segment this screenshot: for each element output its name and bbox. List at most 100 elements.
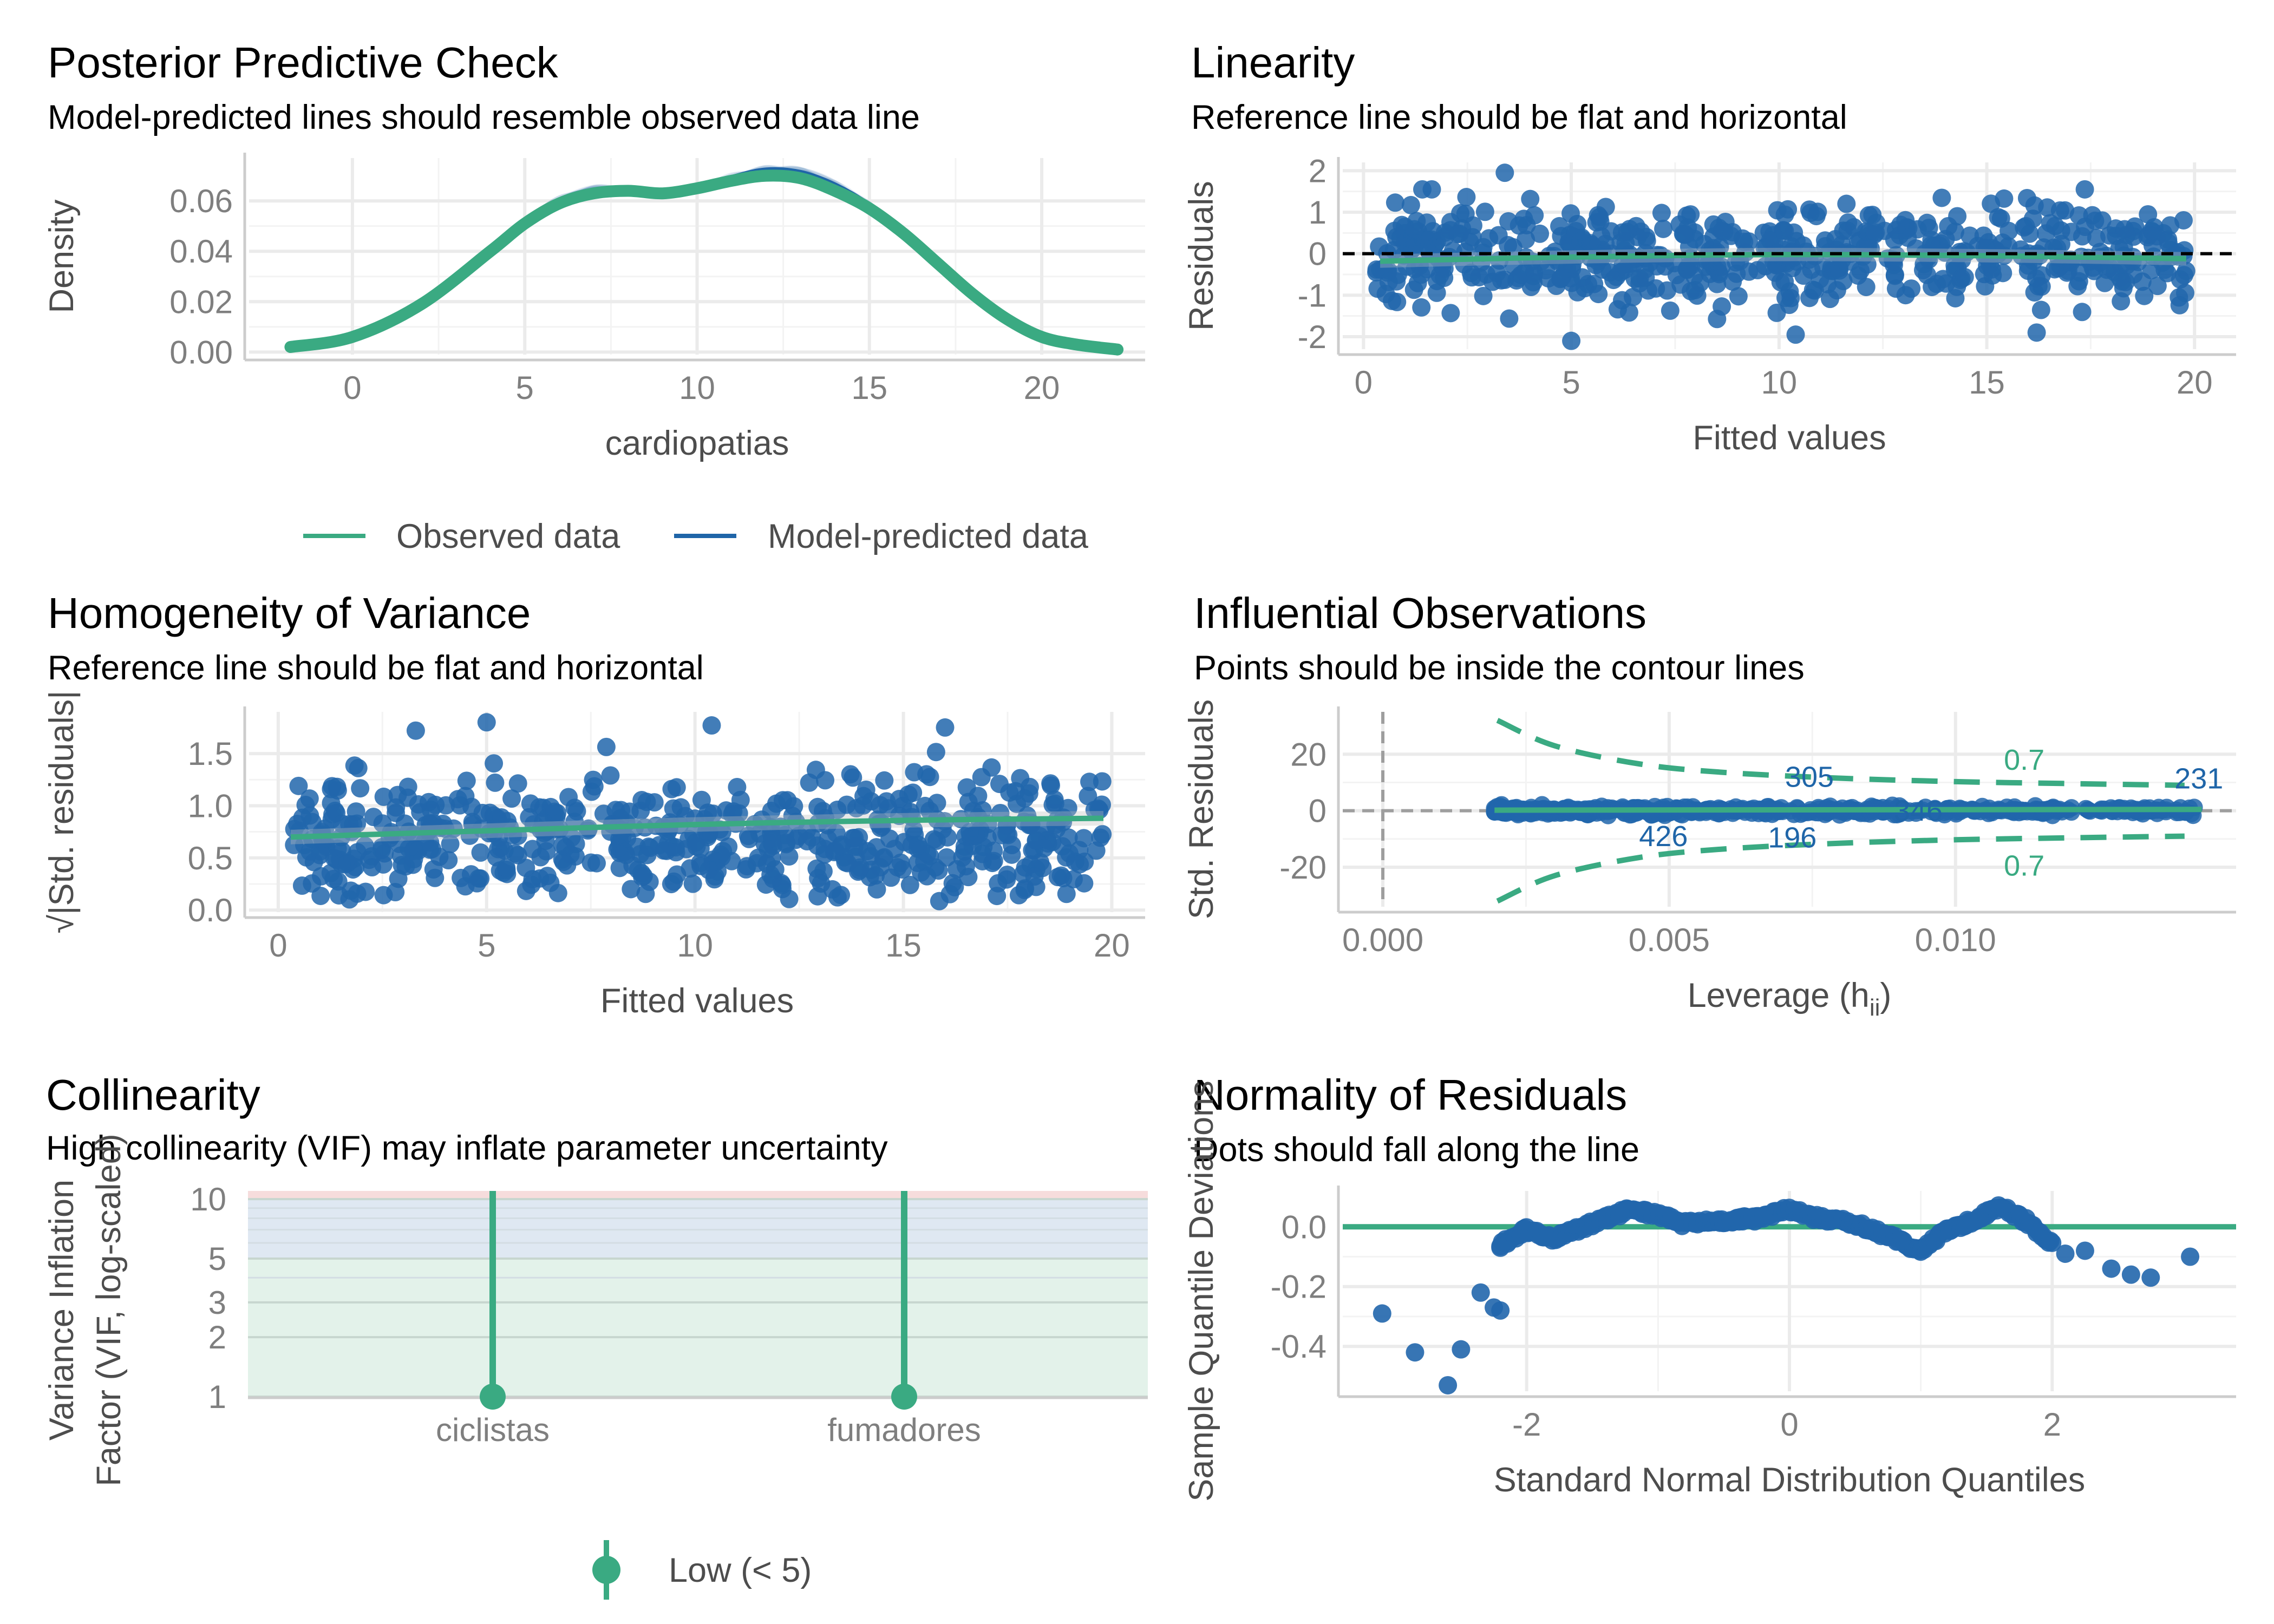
y-tick-label: 1 bbox=[1309, 194, 1327, 231]
posterior-draw-line bbox=[290, 167, 1118, 351]
panel-title: Influential Observations bbox=[1194, 589, 1646, 637]
scale-location-point bbox=[457, 771, 476, 790]
x-tick-label: fumadores bbox=[827, 1412, 981, 1448]
scale-location-point bbox=[297, 848, 316, 867]
x-tick-label: 20 bbox=[1024, 370, 1060, 406]
scale-location-point bbox=[1080, 772, 1099, 791]
vif-point bbox=[480, 1384, 506, 1410]
scale-location-point bbox=[655, 841, 674, 860]
residual-point bbox=[1404, 280, 1423, 299]
residual-point bbox=[1735, 232, 1754, 251]
residual-point bbox=[1386, 193, 1404, 212]
scale-location-point bbox=[485, 754, 504, 773]
posterior-draw-line bbox=[290, 166, 1118, 351]
scale-location-point bbox=[349, 758, 368, 777]
scale-location-point bbox=[900, 875, 919, 894]
scale-location-point bbox=[891, 853, 910, 872]
scale-location-point bbox=[948, 860, 966, 879]
residual-point bbox=[2027, 323, 2046, 342]
vif-band bbox=[248, 1191, 1148, 1200]
scale-location-point bbox=[340, 815, 359, 834]
scale-location-point bbox=[1027, 831, 1045, 850]
residual-point bbox=[1517, 215, 1536, 234]
qq-point bbox=[2075, 1241, 2094, 1260]
residual-point bbox=[1413, 180, 1432, 199]
residual-point bbox=[1626, 217, 1645, 235]
contour-label-lower: 0.7 bbox=[2004, 850, 2044, 882]
y-tick-label: 10 bbox=[190, 1181, 226, 1217]
model-predicted-line bbox=[290, 167, 1118, 353]
scale-location-point bbox=[756, 875, 775, 894]
scale-location-point bbox=[815, 840, 834, 859]
residual-point bbox=[1495, 163, 1514, 182]
point-label: 231 bbox=[2174, 762, 2223, 795]
scale-location-point bbox=[469, 869, 488, 888]
x-tick-label: 15 bbox=[851, 370, 887, 406]
scale-location-point bbox=[426, 868, 445, 887]
panel-subtitle: Model-predicted lines should resemble ob… bbox=[48, 99, 920, 136]
point-label: 346 bbox=[1894, 795, 1943, 827]
qq-point bbox=[1491, 1301, 1510, 1320]
scale-location-point bbox=[441, 835, 460, 854]
x-tick-label: 10 bbox=[1761, 364, 1797, 401]
scale-location-point bbox=[332, 854, 351, 873]
scale-location-point bbox=[497, 859, 516, 878]
residual-point bbox=[2029, 277, 2048, 296]
qq-point bbox=[2043, 1233, 2062, 1252]
residual-point bbox=[1661, 301, 1680, 320]
residual-point bbox=[2138, 228, 2157, 247]
scale-location-point bbox=[832, 886, 851, 905]
residual-point bbox=[1624, 287, 1643, 306]
scale-location-point bbox=[945, 878, 964, 896]
y-tick-label: 1 bbox=[208, 1379, 226, 1415]
scale-location-point bbox=[477, 713, 496, 732]
scale-location-point bbox=[553, 836, 572, 855]
scale-location-point bbox=[812, 874, 831, 893]
y-tick-label: 20 bbox=[1290, 736, 1327, 772]
residual-point bbox=[2142, 261, 2161, 280]
residual-point bbox=[1848, 266, 1867, 285]
residual-point bbox=[1457, 188, 1476, 207]
panel-ppc: Posterior Predictive Check Model-predicte… bbox=[43, 38, 1145, 555]
residual-point bbox=[2031, 300, 2050, 319]
scale-location-point bbox=[881, 868, 900, 887]
scale-location-point bbox=[880, 829, 899, 848]
residual-point bbox=[2073, 303, 2092, 322]
qq-point bbox=[1439, 1376, 1458, 1394]
panel-hom: Homogeneity of Variance Reference line sh… bbox=[43, 589, 1145, 1020]
residual-point bbox=[2115, 220, 2134, 239]
y-tick-label: -2 bbox=[1298, 319, 1327, 355]
scale-location-point bbox=[1043, 795, 1062, 814]
residual-point bbox=[2124, 265, 2143, 284]
x-axis-label: Fitted values bbox=[1693, 419, 1886, 457]
scale-location-point bbox=[601, 766, 620, 785]
x-axis-label-subscript: ii bbox=[1870, 994, 1880, 1021]
scale-location-point bbox=[917, 765, 936, 784]
x-axis-label-text: Fitted values bbox=[1693, 419, 1886, 457]
scale-location-point bbox=[1002, 845, 1021, 864]
residual-point bbox=[1863, 205, 1882, 224]
x-tick-label: 0 bbox=[1780, 1406, 1798, 1443]
scale-location-point bbox=[717, 801, 736, 820]
contour-label-upper: 0.7 bbox=[2004, 744, 2044, 776]
x-tick-label: 0 bbox=[269, 927, 287, 964]
scale-location-point bbox=[374, 787, 393, 806]
residual-point bbox=[2155, 260, 2174, 279]
cook-contour-lower bbox=[1496, 833, 2185, 904]
scale-location-point bbox=[1093, 772, 1112, 791]
y-axis-label: Sample Quantile Deviations bbox=[1182, 1081, 1220, 1501]
y-axis-label: √|Std. residuals| bbox=[43, 691, 81, 934]
y-tick-label: 2 bbox=[208, 1319, 226, 1355]
x-tick-label: 15 bbox=[885, 927, 922, 964]
scale-location-point bbox=[807, 859, 826, 878]
residual-point bbox=[1676, 225, 1695, 244]
scale-location-point bbox=[875, 771, 894, 790]
scale-location-point bbox=[844, 768, 862, 787]
residual-point bbox=[2087, 228, 2106, 247]
x-tick-label: 0 bbox=[1355, 364, 1373, 401]
qq-point bbox=[2056, 1244, 2075, 1263]
x-tick-label: 0 bbox=[343, 370, 361, 406]
scale-location-point bbox=[960, 823, 979, 842]
residual-point bbox=[1474, 286, 1493, 305]
